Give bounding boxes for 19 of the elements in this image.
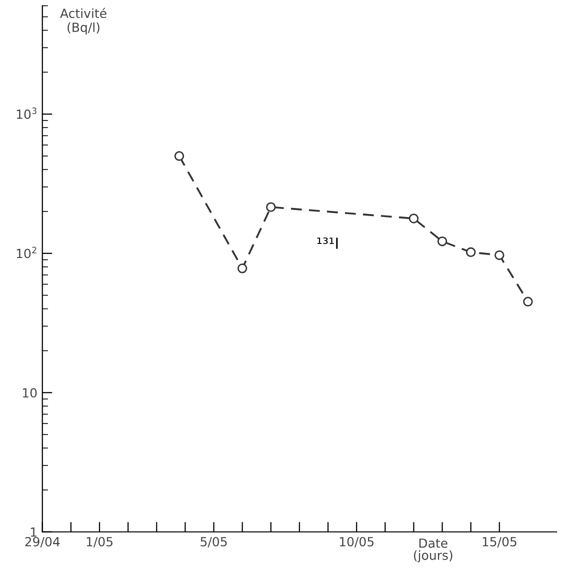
y-tick-label: 10: [22, 388, 37, 398]
point: [437, 236, 448, 246]
x-tick-label: 10/05: [340, 536, 374, 548]
y-tick-label: 1: [30, 528, 36, 537]
y-tick-label: 10$^{2}$: [16, 246, 36, 258]
x-tick-label: 15/05: [482, 536, 516, 548]
y-axis-title: Activité (Bq/l): [60, 8, 106, 34]
point: [523, 296, 533, 307]
x-axis-title: Date (jours): [414, 538, 452, 562]
point: [494, 250, 504, 260]
y-tick-label: 10$^{3}$: [16, 107, 36, 119]
x-tick-label: 1/05: [86, 536, 112, 548]
x-tick-label: 5/05: [200, 536, 227, 548]
x-tick-label: 29/04: [25, 536, 60, 548]
point: [237, 264, 248, 274]
point: [266, 202, 276, 212]
point: [466, 247, 476, 258]
point: [408, 214, 419, 224]
annotation: ¹³¹I: [317, 237, 338, 249]
